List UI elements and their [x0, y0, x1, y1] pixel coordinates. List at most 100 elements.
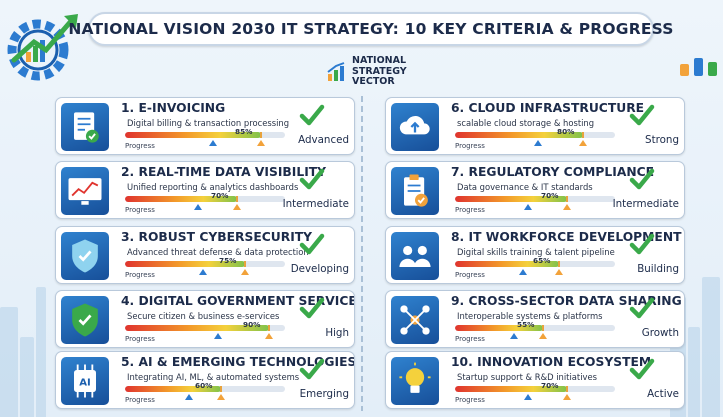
gear-growth-logo-icon: [7, 14, 78, 81]
current-marker-icon: [579, 140, 587, 146]
target-marker-icon: [214, 333, 223, 339]
progress-marker: [244, 261, 246, 267]
target-marker-icon: [194, 204, 203, 210]
progress-marker: [566, 196, 568, 202]
progress-fill: [455, 132, 583, 138]
criterion-description: Integrating AI, ML, & automated systems: [127, 372, 300, 382]
progress-label: Progress: [125, 335, 155, 343]
criterion-description: Interoperable systems & platforms: [457, 311, 603, 321]
progress-bar: [125, 261, 285, 267]
progress-fill: [125, 325, 269, 331]
progress-marker: [236, 196, 238, 202]
progress-bar: [125, 325, 285, 331]
progress-label: Progress: [455, 206, 485, 214]
progress-percent: 85%: [235, 127, 253, 136]
criterion-card: 10. INNOVATION ECOSYSTEM Startup support …: [385, 351, 685, 409]
target-marker-icon: [519, 269, 528, 275]
check-icon: [629, 297, 655, 319]
progress-bar: [125, 132, 285, 138]
criterion-heading: 6. CLOUD INFRASTRUCTURE: [451, 101, 645, 115]
progress-label: Progress: [125, 396, 155, 404]
current-marker-icon: [217, 394, 225, 400]
vector-line-2: STRATEGY: [352, 65, 407, 77]
invoice-icon: [61, 103, 109, 151]
lightbulb-icon: [391, 357, 439, 405]
criterion-heading: 9. CROSS-SECTOR DATA SHARING: [451, 294, 682, 308]
check-icon: [629, 168, 655, 190]
progress-bar: [455, 196, 615, 202]
criterion-description: Digital billing & transaction processing: [127, 118, 290, 128]
progress-label: Progress: [455, 335, 485, 343]
progress-percent: 90%: [243, 320, 261, 329]
status-label: Active: [647, 388, 679, 400]
target-marker-icon: [509, 333, 518, 339]
criterion-heading: 8. IT WORKFORCE DEVELOPMENT: [451, 230, 682, 244]
progress-bar: [455, 325, 615, 331]
criterion-card: 2. REAL-TIME DATA VISIBILITY Unified repo…: [55, 161, 355, 219]
criterion-card: 1. E-INVOICING Digital billing & transact…: [55, 97, 355, 155]
progress-bar: [125, 196, 285, 202]
criterion-heading: 5. AI & EMERGING TECHNOLOGIES: [121, 355, 355, 369]
progress-fill: [125, 386, 221, 392]
progress-bar: [455, 132, 615, 138]
criterion-heading: 4. DIGITAL GOVERNMENT SERVICES: [121, 294, 355, 308]
progress-label: Progress: [125, 142, 155, 150]
status-label: Intermediate: [612, 198, 679, 210]
criterion-heading: 2. REAL-TIME DATA VISIBILITY: [121, 165, 327, 179]
title-banner: NATIONAL VISION 2030 IT STRATEGY: 10 KEY…: [68, 12, 673, 46]
growth-chart-icon: [327, 61, 345, 81]
check-icon: [299, 104, 325, 126]
criterion-description: Advanced threat defense & data protectio…: [127, 247, 309, 257]
target-marker-icon: [524, 394, 533, 400]
target-marker-icon: [199, 269, 208, 275]
progress-percent: 80%: [557, 127, 575, 136]
progress-percent: 70%: [211, 191, 229, 200]
status-label: Developing: [290, 263, 349, 275]
progress-label: Progress: [125, 271, 155, 279]
secure-shield-icon: [61, 296, 109, 344]
progress-marker: [542, 325, 544, 331]
check-icon: [629, 358, 655, 380]
bar-chart-decoration-icon: [680, 58, 717, 76]
progress-marker: [566, 386, 568, 392]
progress-fill: [455, 261, 559, 267]
progress-label: Progress: [125, 206, 155, 214]
progress-percent: 65%: [533, 256, 551, 265]
progress-fill: [125, 261, 245, 267]
check-icon: [299, 297, 325, 319]
progress-percent: 70%: [541, 191, 559, 200]
status-label: Emerging: [299, 388, 349, 400]
progress-fill: [455, 386, 567, 392]
current-marker-icon: [539, 333, 547, 339]
status-label: Growth: [641, 327, 679, 339]
criterion-card: 4. DIGITAL GOVERNMENT SERVICES Secure cit…: [55, 290, 355, 348]
check-icon: [299, 233, 325, 255]
strategy-vector-badge: NATIONAL STRATEGY VECTOR: [326, 55, 407, 88]
progress-label: Progress: [455, 396, 485, 404]
progress-fill: [455, 325, 543, 331]
progress-fill: [455, 196, 567, 202]
current-marker-icon: [241, 269, 249, 275]
criterion-card: 8. IT WORKFORCE DEVELOPMENT Digital skill…: [385, 226, 685, 284]
progress-marker: [268, 325, 270, 331]
criterion-card: 9. CROSS-SECTOR DATA SHARING Interoperabl…: [385, 290, 685, 348]
progress-bar: [455, 386, 615, 392]
cloud-icon: [391, 103, 439, 151]
criterion-card: AI 5. AI & EMERGING TECHNOLOGIES Integrati…: [55, 351, 355, 409]
progress-marker: [558, 261, 560, 267]
criterion-description: Data governance & IT standards: [457, 182, 593, 192]
status-label: Advanced: [298, 134, 349, 146]
progress-percent: 60%: [195, 381, 213, 390]
progress-fill: [125, 132, 261, 138]
target-marker-icon: [524, 204, 533, 210]
criterion-card: 7. REGULATORY COMPLIANCE Data governance …: [385, 161, 685, 219]
vector-line-3: VECTOR: [352, 76, 395, 87]
target-marker-icon: [534, 140, 543, 146]
svg-text:AI: AI: [79, 378, 91, 389]
ai-chip-icon: AI: [61, 357, 109, 405]
people-icon: [391, 232, 439, 280]
criterion-heading: 1. E-INVOICING: [121, 101, 226, 115]
status-label: High: [325, 327, 349, 339]
status-label: Building: [637, 263, 679, 275]
check-icon: [299, 168, 325, 190]
